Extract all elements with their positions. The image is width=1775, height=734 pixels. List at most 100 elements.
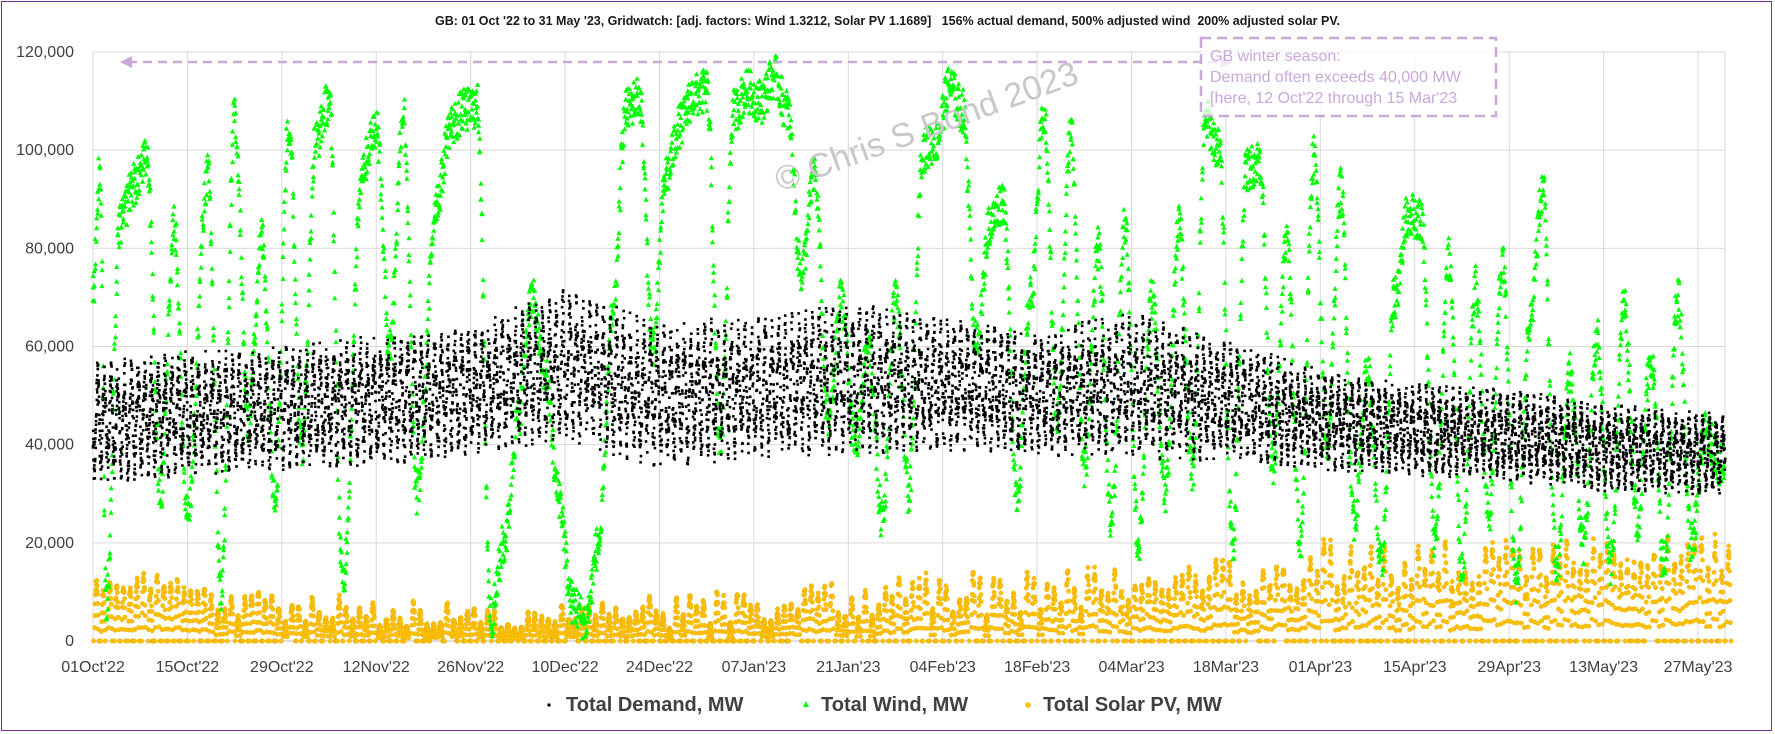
solar-point — [230, 611, 236, 617]
solar-point — [277, 626, 283, 631]
solar-point — [331, 634, 337, 639]
wind-point — [148, 219, 154, 225]
solar-point — [1502, 573, 1508, 579]
solar-point — [1538, 572, 1544, 578]
wind-point — [259, 217, 265, 222]
wind-point — [323, 83, 329, 89]
solar-point — [1525, 596, 1530, 602]
wind-point — [382, 268, 388, 273]
wind-point — [194, 326, 201, 332]
wind-point — [216, 557, 222, 563]
solar-point — [971, 582, 977, 588]
wind-point — [228, 175, 234, 181]
solar-point — [992, 604, 998, 609]
solar-point — [796, 614, 802, 619]
solar-point — [638, 638, 644, 644]
solar-point — [1467, 638, 1473, 644]
solar-point — [1618, 561, 1624, 567]
solar-point — [1107, 620, 1113, 626]
solar-point — [1356, 594, 1362, 600]
wind-point — [109, 469, 115, 474]
solar-point — [933, 638, 939, 644]
solar-point — [1227, 563, 1233, 569]
wind-point — [251, 331, 257, 337]
wind-point — [296, 416, 302, 422]
solar-point — [1438, 624, 1443, 629]
solar-point — [550, 638, 555, 644]
wind-point — [343, 536, 349, 542]
solar-point — [1723, 638, 1729, 644]
solar-point — [1712, 531, 1718, 537]
solar-point — [1181, 596, 1186, 602]
solar-point — [1619, 582, 1625, 588]
solar-point — [1342, 590, 1348, 596]
solar-point — [364, 619, 370, 625]
wind-point — [232, 96, 238, 102]
solar-point — [1645, 566, 1651, 571]
solar-point — [1220, 558, 1226, 563]
solar-point — [1219, 594, 1224, 599]
solar-point — [313, 638, 319, 644]
solar-point — [1248, 600, 1253, 606]
solar-point — [149, 628, 155, 634]
solar-point — [816, 597, 822, 603]
solar-point — [1046, 595, 1051, 600]
solar-point — [1582, 638, 1588, 644]
solar-point — [1336, 598, 1341, 603]
solar-point — [1235, 621, 1241, 627]
wind-point — [234, 143, 240, 149]
solar-point — [539, 618, 545, 623]
solar-point — [307, 638, 313, 644]
solar-point — [210, 629, 216, 635]
solar-point — [999, 612, 1005, 618]
solar-point — [1025, 592, 1031, 597]
solar-point — [850, 614, 856, 620]
solar-point — [691, 638, 697, 644]
solar-point — [216, 611, 222, 617]
solar-point — [1666, 581, 1672, 586]
solar-point — [911, 604, 917, 610]
solar-point — [1349, 569, 1355, 575]
wind-point — [280, 254, 286, 259]
wind-point — [196, 332, 202, 338]
solar-point — [216, 620, 222, 626]
solar-point — [1383, 597, 1389, 602]
wind-point — [146, 176, 152, 182]
wind-point — [107, 550, 113, 556]
wind-point — [351, 332, 357, 338]
solar-point — [1677, 581, 1683, 587]
solar-point — [1691, 585, 1696, 591]
solar-point — [742, 613, 748, 619]
solar-point — [250, 610, 256, 616]
solar-point — [156, 598, 161, 603]
solar-point — [1316, 613, 1322, 619]
solar-point — [887, 638, 893, 644]
solar-point — [1239, 608, 1245, 614]
solar-point — [742, 603, 748, 609]
wind-point — [187, 485, 193, 491]
wind-point — [377, 148, 383, 154]
solar-point — [1423, 583, 1429, 589]
solar-point — [1518, 602, 1524, 608]
solar-point — [1329, 597, 1335, 603]
wind-point — [346, 488, 352, 494]
solar-point — [1693, 567, 1699, 573]
solar-point — [358, 624, 364, 630]
solar-point — [925, 610, 930, 616]
solar-point — [412, 610, 417, 615]
solar-point — [1591, 549, 1597, 554]
x-tick-label: 15Apr'23 — [1383, 659, 1447, 676]
solar-point — [1321, 537, 1327, 542]
solar-point — [1444, 598, 1450, 603]
solar-point — [917, 595, 923, 601]
solar-point — [1265, 638, 1271, 644]
solar-point — [156, 624, 162, 630]
y-tick-label: 120,000 — [16, 44, 74, 61]
solar-point — [174, 596, 179, 602]
solar-point — [675, 609, 680, 615]
solar-point — [1153, 596, 1159, 602]
solar-point — [1343, 612, 1349, 617]
wind-point — [236, 191, 242, 197]
solar-point — [317, 616, 323, 621]
solar-point — [1004, 600, 1010, 605]
